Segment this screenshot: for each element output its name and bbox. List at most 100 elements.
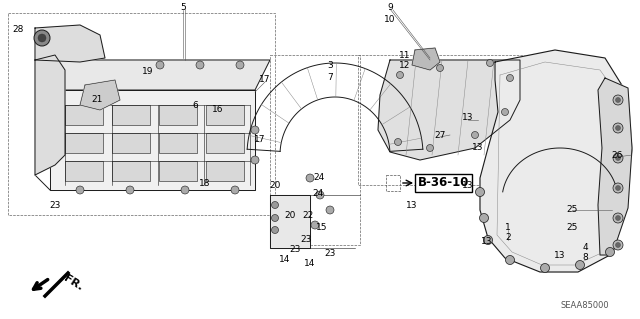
Text: 13: 13	[406, 201, 418, 210]
Circle shape	[541, 263, 550, 272]
Text: 13: 13	[554, 250, 566, 259]
Text: 5: 5	[180, 4, 186, 12]
Circle shape	[306, 174, 314, 182]
Circle shape	[613, 123, 623, 133]
Text: B-36-10: B-36-10	[418, 176, 469, 189]
Text: 25: 25	[566, 205, 578, 214]
Text: 6: 6	[192, 100, 198, 109]
Bar	[65, 105, 103, 125]
Bar	[159, 161, 197, 181]
Text: 3: 3	[327, 61, 333, 70]
Bar	[112, 105, 150, 125]
Text: 7: 7	[327, 73, 333, 83]
Text: 17: 17	[259, 76, 271, 85]
Circle shape	[196, 61, 204, 69]
Bar	[159, 105, 197, 125]
Circle shape	[479, 213, 488, 222]
Circle shape	[34, 30, 50, 46]
Text: 4: 4	[582, 243, 588, 253]
Circle shape	[486, 60, 493, 66]
Polygon shape	[598, 78, 632, 255]
Text: 21: 21	[92, 95, 102, 105]
Circle shape	[613, 95, 623, 105]
Circle shape	[616, 155, 621, 160]
Text: 1: 1	[505, 224, 511, 233]
Text: 23: 23	[300, 235, 312, 244]
Text: 16: 16	[212, 106, 224, 115]
Text: 20: 20	[269, 181, 281, 189]
Text: 10: 10	[384, 14, 396, 24]
Circle shape	[236, 61, 244, 69]
Text: 27: 27	[435, 130, 445, 139]
Circle shape	[271, 214, 278, 221]
Bar	[206, 161, 244, 181]
Text: 19: 19	[142, 68, 154, 77]
Circle shape	[616, 186, 621, 190]
Circle shape	[394, 138, 401, 145]
Text: 14: 14	[304, 258, 316, 268]
Bar	[8, 13, 275, 215]
Text: 13: 13	[472, 144, 484, 152]
Text: 13: 13	[481, 238, 493, 247]
Polygon shape	[35, 25, 105, 62]
Text: 23: 23	[49, 201, 61, 210]
Polygon shape	[480, 50, 632, 272]
Polygon shape	[50, 90, 255, 190]
Circle shape	[76, 186, 84, 194]
Polygon shape	[35, 55, 65, 175]
Circle shape	[616, 242, 621, 248]
Text: 2: 2	[505, 234, 511, 242]
Text: 26: 26	[611, 151, 623, 160]
Circle shape	[326, 206, 334, 214]
Text: 13: 13	[462, 114, 474, 122]
Circle shape	[271, 226, 278, 234]
Circle shape	[506, 256, 515, 264]
Text: 23: 23	[289, 246, 301, 255]
Circle shape	[251, 126, 259, 134]
Bar	[358, 55, 530, 185]
Circle shape	[502, 108, 509, 115]
Circle shape	[38, 34, 46, 42]
Circle shape	[436, 64, 444, 71]
Circle shape	[476, 188, 484, 197]
Circle shape	[483, 235, 493, 244]
Bar	[112, 161, 150, 181]
Polygon shape	[80, 80, 120, 110]
Circle shape	[311, 221, 319, 229]
Circle shape	[613, 183, 623, 193]
Polygon shape	[412, 48, 440, 70]
Bar	[206, 105, 244, 125]
Bar	[386, 175, 400, 191]
Text: 15: 15	[316, 224, 328, 233]
Circle shape	[613, 153, 623, 163]
Text: 12: 12	[399, 62, 411, 70]
Bar	[159, 133, 197, 153]
Circle shape	[271, 202, 278, 209]
Text: 13: 13	[462, 181, 474, 189]
Text: 28: 28	[12, 26, 24, 34]
Polygon shape	[270, 195, 310, 248]
Text: 17: 17	[254, 136, 266, 145]
Circle shape	[181, 186, 189, 194]
Circle shape	[397, 71, 403, 78]
Text: 9: 9	[387, 4, 393, 12]
Text: 11: 11	[399, 50, 411, 60]
Text: 14: 14	[279, 256, 291, 264]
Circle shape	[156, 61, 164, 69]
Circle shape	[616, 98, 621, 102]
Bar	[112, 133, 150, 153]
Text: 24: 24	[312, 189, 324, 198]
Circle shape	[316, 191, 324, 199]
Circle shape	[613, 240, 623, 250]
Text: 25: 25	[566, 224, 578, 233]
Circle shape	[251, 156, 259, 164]
Bar	[65, 133, 103, 153]
Circle shape	[506, 75, 513, 81]
Circle shape	[231, 186, 239, 194]
Text: 8: 8	[582, 254, 588, 263]
Text: 23: 23	[324, 249, 336, 257]
Circle shape	[613, 213, 623, 223]
Text: 22: 22	[302, 211, 314, 219]
Circle shape	[616, 216, 621, 220]
Circle shape	[616, 125, 621, 130]
